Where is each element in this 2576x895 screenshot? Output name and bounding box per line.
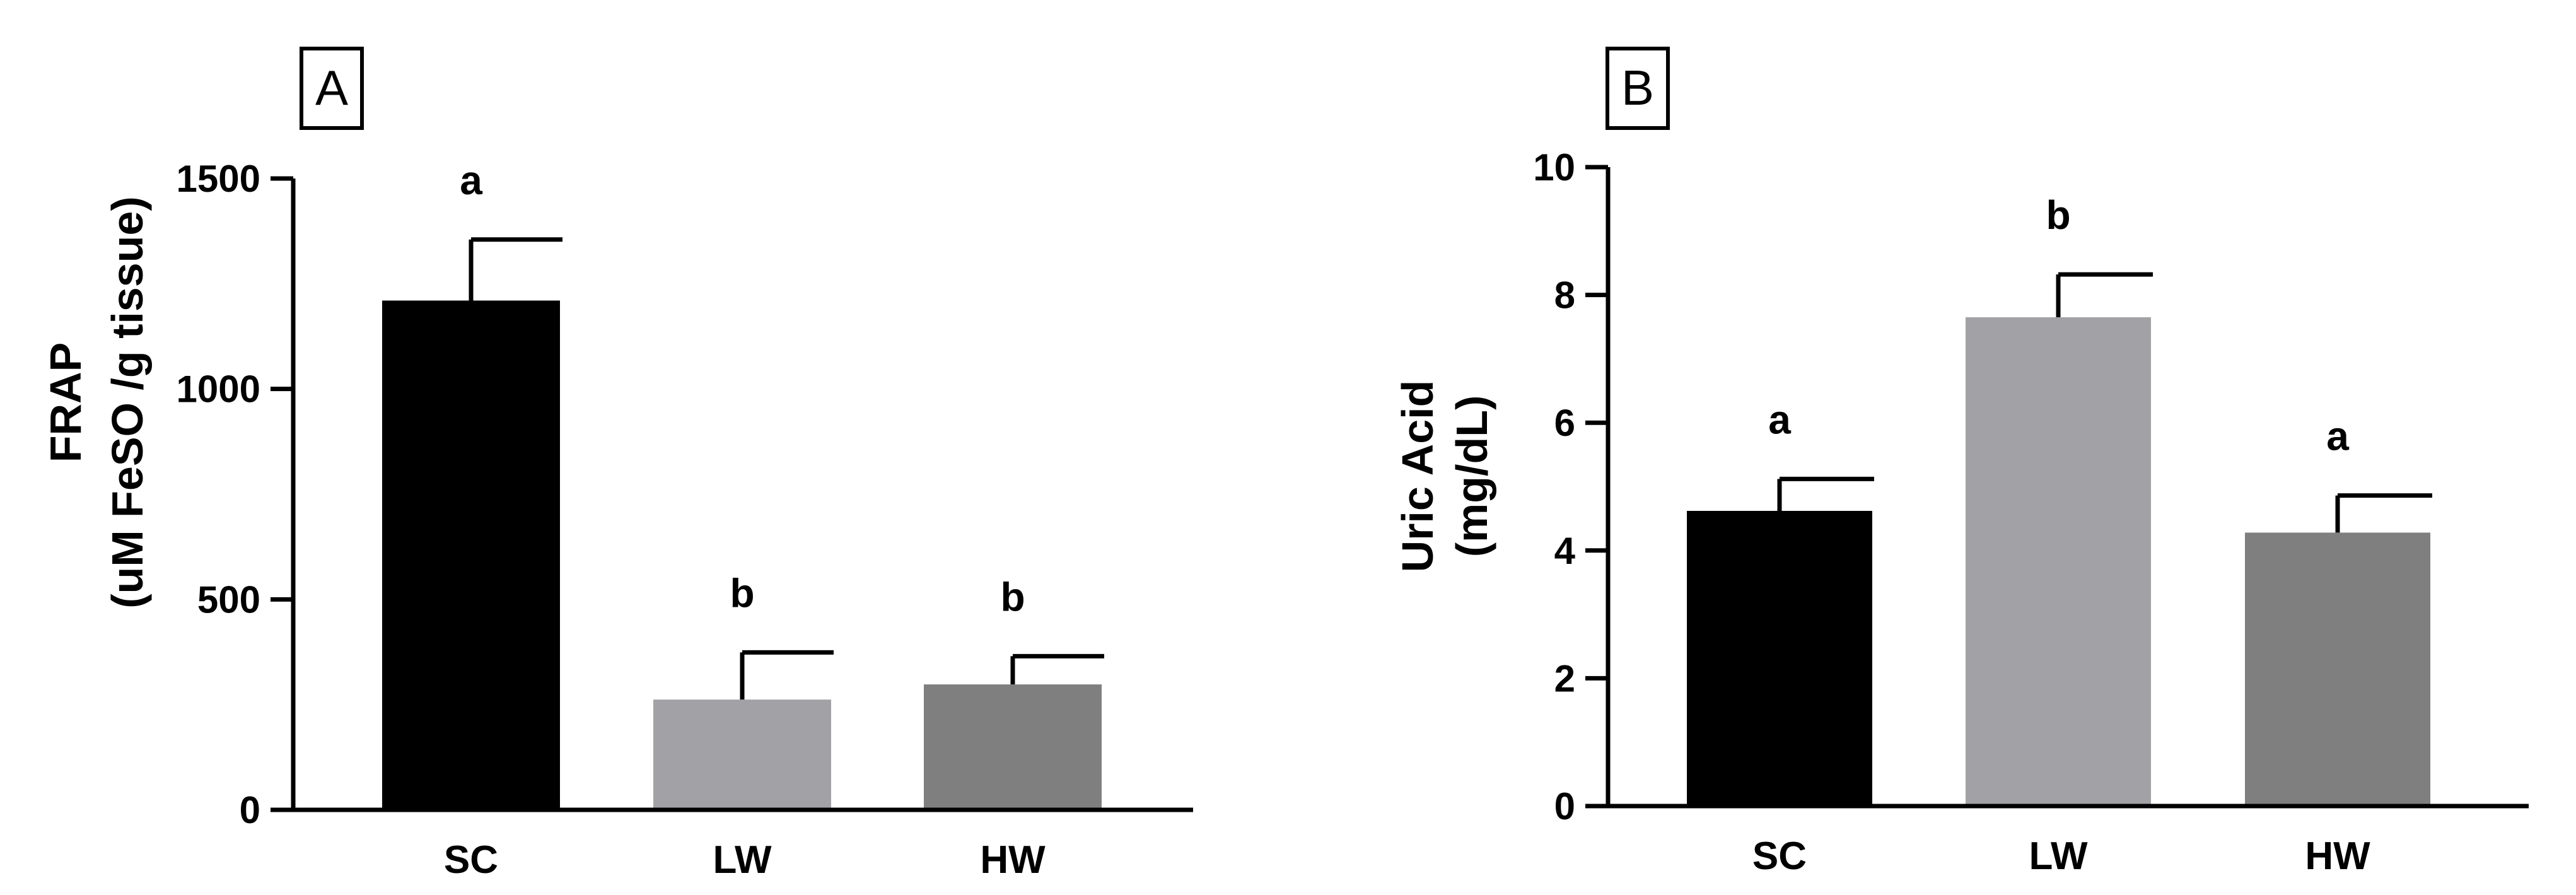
panel-b-y-tick-label: 2 <box>1554 657 1575 699</box>
panel-a-x-tick-labels: SC LW HW <box>444 838 1046 882</box>
panel-a-y-ticks: 0 500 1000 1500 <box>177 158 293 831</box>
panel-b-x-tick-labels: SC LW HW <box>1752 834 2370 878</box>
panel-a-bar-lw <box>653 699 831 810</box>
panel-b-x-tick-label-hw: HW <box>2305 834 2370 878</box>
panel-b-error-bars <box>1777 272 2432 533</box>
panel-b-significance-labels: a b a <box>1768 192 2349 459</box>
panel-a-x-tick-label-hw: HW <box>980 838 1046 882</box>
panel-b-y-tick-label: 4 <box>1554 530 1576 572</box>
panel-b-y-axis-title-line1: Uric Acid <box>1393 380 1442 573</box>
panel-b-y-axis-title: Uric Acid (mg/dL) <box>1393 380 1496 573</box>
panel-a-significance-lw: b <box>730 570 754 616</box>
panel-b-y-axis-title-line2: (mg/dL) <box>1447 395 1496 558</box>
panel-b-x-tick-label-lw: LW <box>2029 834 2088 878</box>
panel-a-y-tick-label: 0 <box>240 789 260 831</box>
chart-panel-a: A FRAP (uM FeSO /g tissue) a b b 0 500 1000 1… <box>41 47 1193 882</box>
panel-b-y-tick-label: 6 <box>1554 402 1575 444</box>
panel-a-label-box <box>300 47 364 130</box>
panel-a-y-axis-title-line1: FRAP <box>41 342 90 463</box>
panel-b-significance-hw: a <box>2326 414 2349 459</box>
panel-a-y-axis-title: FRAP (uM FeSO /g tissue) <box>41 196 152 608</box>
panel-b-y-tick-label: 0 <box>1554 785 1575 828</box>
panel-a-bar-sc <box>382 300 560 810</box>
panel-a-label: A <box>315 60 348 115</box>
panel-b-bar-hw <box>2245 532 2430 806</box>
panel-b-y-tick-label: 8 <box>1554 274 1575 317</box>
panel-a-bars <box>382 300 1102 810</box>
panel-a-bar-hw <box>924 684 1102 810</box>
panel-a-y-tick-label: 1000 <box>177 368 260 411</box>
panel-a-y-axis-title-line2: (uM FeSO /g tissue) <box>103 196 152 608</box>
panel-b-y-ticks: 0 2 4 6 8 10 <box>1533 146 1608 828</box>
panel-a-significance-labels: a b b <box>460 158 1025 620</box>
panel-b-significance-lw: b <box>2046 192 2070 238</box>
panel-b-label: B <box>1621 60 1654 115</box>
chart-panel-b: B Uric Acid (mg/dL) a b a 0 2 4 6 8 10 SC LW HW <box>1393 47 2529 878</box>
panel-a-y-tick-label: 500 <box>197 578 260 621</box>
panel-a-x-tick-label-sc: SC <box>444 838 498 882</box>
panel-b-y-tick-label: 10 <box>1533 146 1575 189</box>
panel-a-error-bars <box>469 237 1104 700</box>
panel-b-x-tick-label-sc: SC <box>1752 834 1807 878</box>
panel-b-significance-sc: a <box>1768 397 1791 442</box>
panel-a-x-tick-label-lw: LW <box>713 838 772 882</box>
panel-a-significance-sc: a <box>460 158 482 203</box>
panel-b-bar-sc <box>1687 510 1872 806</box>
panel-b-label-box <box>1606 47 1670 130</box>
panel-b-bar-lw <box>1966 317 2151 806</box>
panel-a-y-tick-label: 1500 <box>177 158 260 200</box>
panel-a-significance-hw: b <box>1000 574 1025 619</box>
panel-b-bars <box>1687 317 2430 806</box>
